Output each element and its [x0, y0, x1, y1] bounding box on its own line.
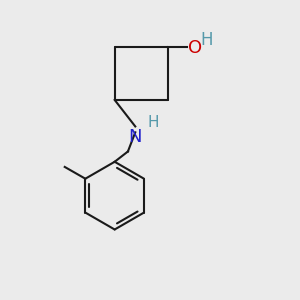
Text: H: H — [200, 31, 213, 49]
Text: O: O — [188, 39, 203, 57]
Text: N: N — [128, 128, 142, 146]
Text: H: H — [147, 115, 159, 130]
